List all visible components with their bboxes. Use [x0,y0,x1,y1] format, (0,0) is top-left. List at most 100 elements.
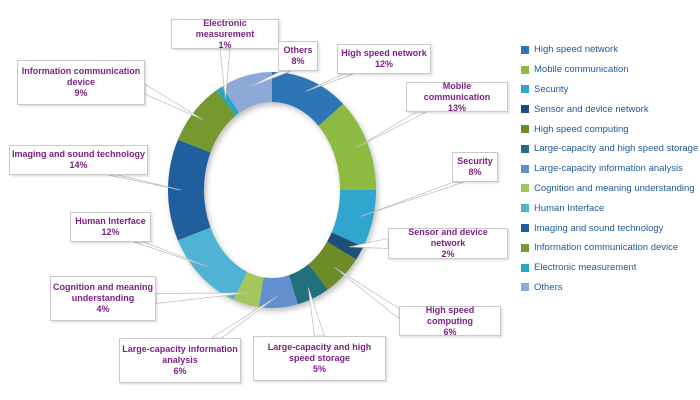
legend-item-electronic-measurement: Electronic measurement [521,258,698,278]
callout-category-label: High speed network [341,48,427,58]
legend-item-large-capacity-and-high-speed-storage: Large-capacity and high speed storage [521,139,698,159]
callout-category-label: Imaging and sound technology [12,149,146,159]
slice-information-communication-device [177,90,236,153]
leader-line-high-speed-computing [334,267,400,320]
callout-category-label: Sensor and device network [408,227,488,248]
callout-category-label: Information communication device [21,66,141,87]
callout-percent-label: 9% [74,88,88,98]
legend-item-security: Security [521,80,698,100]
leader-line-security [360,181,465,217]
callout-category-label: Large-capacity and high speed storage [267,342,372,363]
callout-percent-label: 13% [447,102,466,113]
legend-item-information-communication-device: Information communication device [521,238,698,258]
callout-category-label: High speed computing [425,304,475,326]
callout-category-label: Security [457,156,493,166]
leader-line-information-communication-device [144,83,204,121]
legend-item-label: Electronic measurement [534,262,637,274]
callout-percent-label: 6% [443,326,457,337]
leader-line-human-interface [133,241,210,268]
callout-category-label: Cognition and meaning understanding [53,282,153,303]
callout-category-label: Human Interface [75,216,146,226]
legend-color-swatch [521,283,529,292]
legend-item-label: Large-capacity information analysis [534,163,683,175]
slice-cognition-and-meaning-understanding [233,271,264,308]
callout-percent-label: 2% [441,249,455,259]
callout-category-label: Electronic measurement [195,17,255,39]
legend-item-label: Security [534,83,569,95]
legend-color-swatch [521,65,529,74]
callout-sensor-and-device-network: Sensor and device network 2% [388,227,508,259]
legend-item-label: Imaging and sound technology [534,222,664,234]
leader-line-electronic-measurement [219,48,231,99]
legend-color-swatch [521,85,529,94]
callout-percent-label: 1% [218,39,232,50]
legend-item-high-speed-network: High speed network [521,40,698,60]
legend-color-swatch [521,263,529,272]
legend-item-label: High speed network [534,44,618,56]
slice-security [331,190,376,247]
legend-color-swatch [521,184,529,193]
legend-color-swatch [521,224,529,233]
callout-others: Others 8% [278,41,318,71]
callout-human-interface: Human Interface 12% [70,212,151,242]
callout-category-label: Mobile communication [423,80,491,102]
legend-item-label: Information communication device [534,242,679,254]
callout-category-label: Large-capacity information analysis [122,344,238,365]
legend-color-swatch [521,105,529,114]
callout-mobile-communication: Mobile communication 13% [406,80,508,113]
legend-item-large-capacity-information-analysis: Large-capacity information analysis [521,159,698,179]
callout-percent-label: 12% [101,227,120,237]
slice-mobile-communication [318,103,376,190]
callout-percent-label: 8% [291,56,305,66]
callout-imaging-and-sound-technology: Imaging and sound technology 14% [9,145,148,175]
callout-percent-label: 14% [69,160,88,170]
slice-electronic-measurement [216,86,240,116]
callout-high-speed-network: High speed network 12% [337,44,431,74]
legend-item-cognition-and-meaning-understanding: Cognition and meaning understanding [521,179,698,199]
legend-item-imaging-and-sound-technology: Imaging and sound technology [521,218,698,238]
callout-percent-label: 4% [96,304,110,314]
callout-large-capacity-and-high-speed-storage: Large-capacity and high speed storage 5% [253,336,386,381]
legend-item-label: Cognition and meaning understanding [534,182,695,194]
legend-item-label: Mobile communication [534,64,629,76]
callout-electronic-measurement: Electronic measurement 1% [171,17,279,50]
callout-percent-label: 5% [312,364,326,374]
slice-large-capacity-information-analysis [258,275,298,308]
legend-item-high-speed-computing: High speed computing [521,119,698,139]
legend-color-swatch [521,125,529,134]
leader-line-mobile-communication [355,111,427,149]
legend-item-label: Sensor and device network [534,103,649,115]
legend-color-swatch [521,243,529,252]
legend-color-swatch [521,45,529,54]
callout-large-capacity-information-analysis: Large-capacity information analysis 6% [119,338,241,383]
slice-sensor-and-device-network [327,232,364,260]
legend-item-others: Others [521,278,698,298]
leader-line-others [249,70,292,88]
slice-human-interface [177,227,247,300]
legend-item-label: Large-capacity and high speed storage [534,143,699,155]
callout-percent-label: 6% [173,366,187,376]
legend-item-human-interface: Human Interface [521,198,698,218]
legend-color-swatch [521,204,529,213]
callout-percent-label: 8% [468,167,482,177]
leader-line-imaging-and-sound-technology [108,174,181,191]
callout-information-communication-device: Information communication device 9% [17,60,145,105]
slice-imaging-and-sound-technology [168,139,211,241]
legend-item-label: Human Interface [534,202,605,214]
legend-color-swatch [521,144,529,153]
slice-high-speed-computing [308,241,357,290]
legend-color-swatch [521,164,529,173]
chart-legend: High speed network Mobile communication Se… [521,40,698,297]
callout-cognition-and-meaning-understanding: Cognition and meaning understanding 4% [50,276,156,321]
slice-large-capacity-and-high-speed-storage [288,264,328,305]
legend-item-sensor-and-device-network: Sensor and device network [521,99,698,119]
legend-item-label: High speed computing [534,123,629,135]
callout-security: Security 8% [452,152,498,182]
leader-line-high-speed-network [305,73,354,92]
slice-high-speed-network [272,72,344,126]
callout-percent-label: 12% [374,59,393,69]
legend-item-label: Others [534,281,563,293]
callout-category-label: Others [283,45,313,55]
